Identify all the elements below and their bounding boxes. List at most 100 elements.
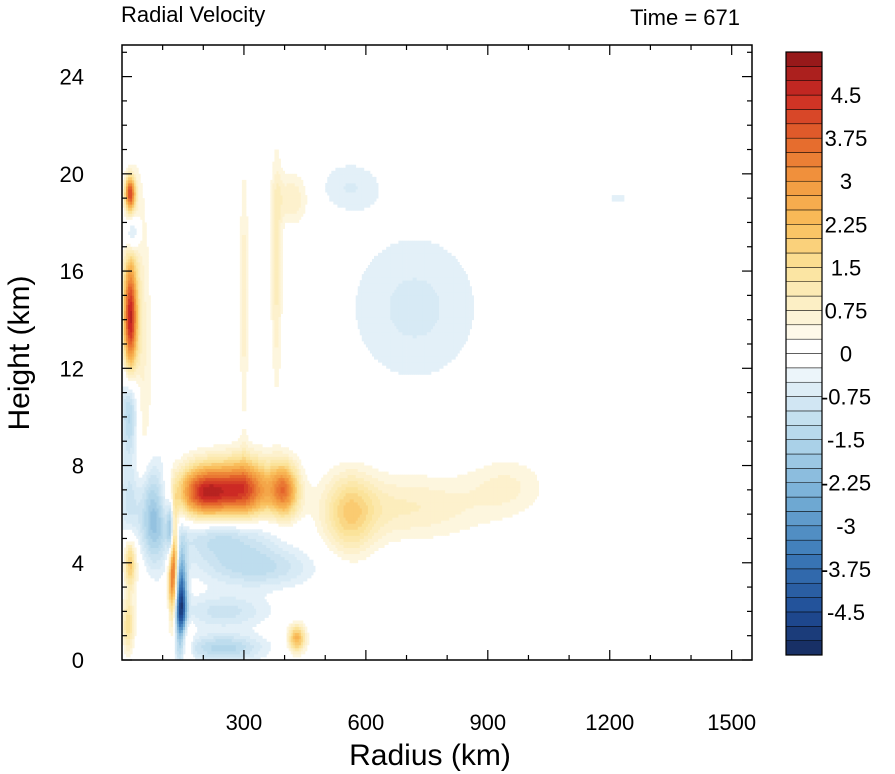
heatmap-cell	[199, 599, 202, 603]
heatmap-cell	[138, 526, 141, 530]
heatmap-cell	[250, 544, 253, 548]
heatmap-cell	[174, 559, 178, 564]
heatmap-cell	[239, 614, 243, 618]
heatmap-cell	[215, 587, 218, 591]
heatmap-cell	[130, 632, 133, 637]
heatmap-cell	[124, 611, 127, 615]
heatmap-cell	[199, 653, 202, 658]
heatmap-cell	[187, 596, 190, 600]
heatmap-cell	[262, 577, 265, 582]
heatmap-cell	[223, 571, 227, 576]
heatmap-cell	[371, 532, 375, 536]
heatmap-cell	[205, 541, 208, 545]
heatmap-cell	[162, 495, 166, 500]
heatmap-cell	[229, 653, 233, 658]
heatmap-cell	[201, 656, 204, 661]
heatmap-cell	[345, 553, 348, 558]
heatmap-cell	[130, 565, 133, 570]
heatmap-cell	[199, 617, 202, 621]
heatmap-cell	[199, 571, 202, 576]
heatmap-cell	[231, 599, 235, 603]
heatmap-cell	[227, 605, 231, 609]
heatmap-cell	[237, 553, 241, 558]
heatmap-cell	[260, 602, 263, 606]
heatmap-cell	[353, 535, 357, 539]
heatmap-cell	[176, 590, 180, 594]
heatmap-cell	[290, 626, 294, 631]
heatmap-cell	[193, 641, 196, 646]
heatmap-cell	[199, 623, 202, 627]
heatmap-cell	[245, 644, 249, 649]
heatmap-cell	[152, 571, 155, 576]
heatmap-cell	[189, 547, 192, 552]
heatmap-cell	[193, 574, 196, 579]
heatmap-cell	[176, 629, 180, 634]
heatmap-cell	[156, 532, 159, 536]
heatmap-cell	[172, 602, 176, 606]
heatmap-cell	[331, 544, 334, 548]
heatmap-cell	[201, 641, 204, 646]
heatmap-cell	[128, 602, 131, 606]
heatmap-cell	[254, 568, 257, 573]
heatmap-cell	[241, 635, 245, 640]
heatmap-cell	[233, 577, 237, 582]
heatmap-cell	[276, 571, 279, 576]
heatmap-cell	[292, 629, 296, 634]
heatmap-cell	[199, 638, 202, 643]
heatmap-cell	[130, 617, 133, 621]
heatmap-cell	[306, 562, 310, 567]
heatmap-cell	[241, 605, 245, 609]
heatmap-cell	[158, 529, 162, 533]
heatmap-cell	[152, 568, 155, 573]
heatmap-cell	[367, 550, 371, 555]
heatmap-cell	[239, 596, 243, 600]
heatmap-cell	[193, 532, 196, 536]
heatmap-cell	[219, 581, 222, 585]
heatmap-cell	[180, 587, 184, 591]
heatmap-cell	[233, 650, 237, 655]
heatmap-cell	[195, 535, 198, 539]
heatmap-cell	[300, 629, 304, 634]
heatmap-cell	[172, 559, 176, 564]
heatmap-cell	[221, 538, 225, 542]
heatmap-cell	[243, 584, 247, 588]
heatmap-cell	[134, 608, 137, 612]
heatmap-cell	[189, 587, 192, 591]
heatmap-cell	[170, 581, 174, 585]
heatmap-cell	[237, 577, 241, 582]
heatmap-cell	[180, 620, 184, 624]
heatmap-cell	[260, 638, 263, 643]
heatmap-cell	[274, 574, 277, 579]
heatmap-cell	[248, 626, 251, 631]
heatmap-cell	[382, 529, 385, 533]
heatmap-cell	[219, 653, 222, 658]
heatmap-cell	[339, 538, 342, 542]
heatmap-cell	[217, 599, 220, 603]
heatmap-cell	[162, 553, 166, 558]
heatmap-cell	[197, 638, 200, 643]
heatmap-cell	[205, 647, 208, 652]
heatmap-cell	[233, 535, 237, 539]
heatmap-cell	[221, 529, 225, 533]
heatmap-cell	[170, 562, 174, 567]
heatmap-cell	[130, 574, 133, 579]
heatmap-cell	[449, 529, 452, 533]
heatmap-cell	[225, 529, 229, 533]
heatmap-cell	[211, 605, 214, 609]
heatmap-cell	[170, 590, 174, 594]
heatmap-cell	[304, 635, 308, 640]
heatmap-cell	[278, 550, 281, 555]
heatmap-cell	[201, 650, 204, 655]
heatmap-cell	[207, 587, 210, 591]
heatmap-cell	[235, 626, 239, 631]
heatmap-cell	[150, 544, 153, 548]
heatmap-cell	[365, 553, 369, 558]
heatmap-cell	[130, 647, 133, 652]
heatmap-cell	[211, 574, 214, 579]
heatmap-cell	[274, 587, 277, 591]
heatmap-cell	[180, 617, 184, 621]
heatmap-cell	[254, 599, 257, 603]
heatmap-cell	[199, 550, 202, 555]
heatmap-cell	[209, 590, 212, 594]
heatmap-cell	[250, 593, 253, 597]
